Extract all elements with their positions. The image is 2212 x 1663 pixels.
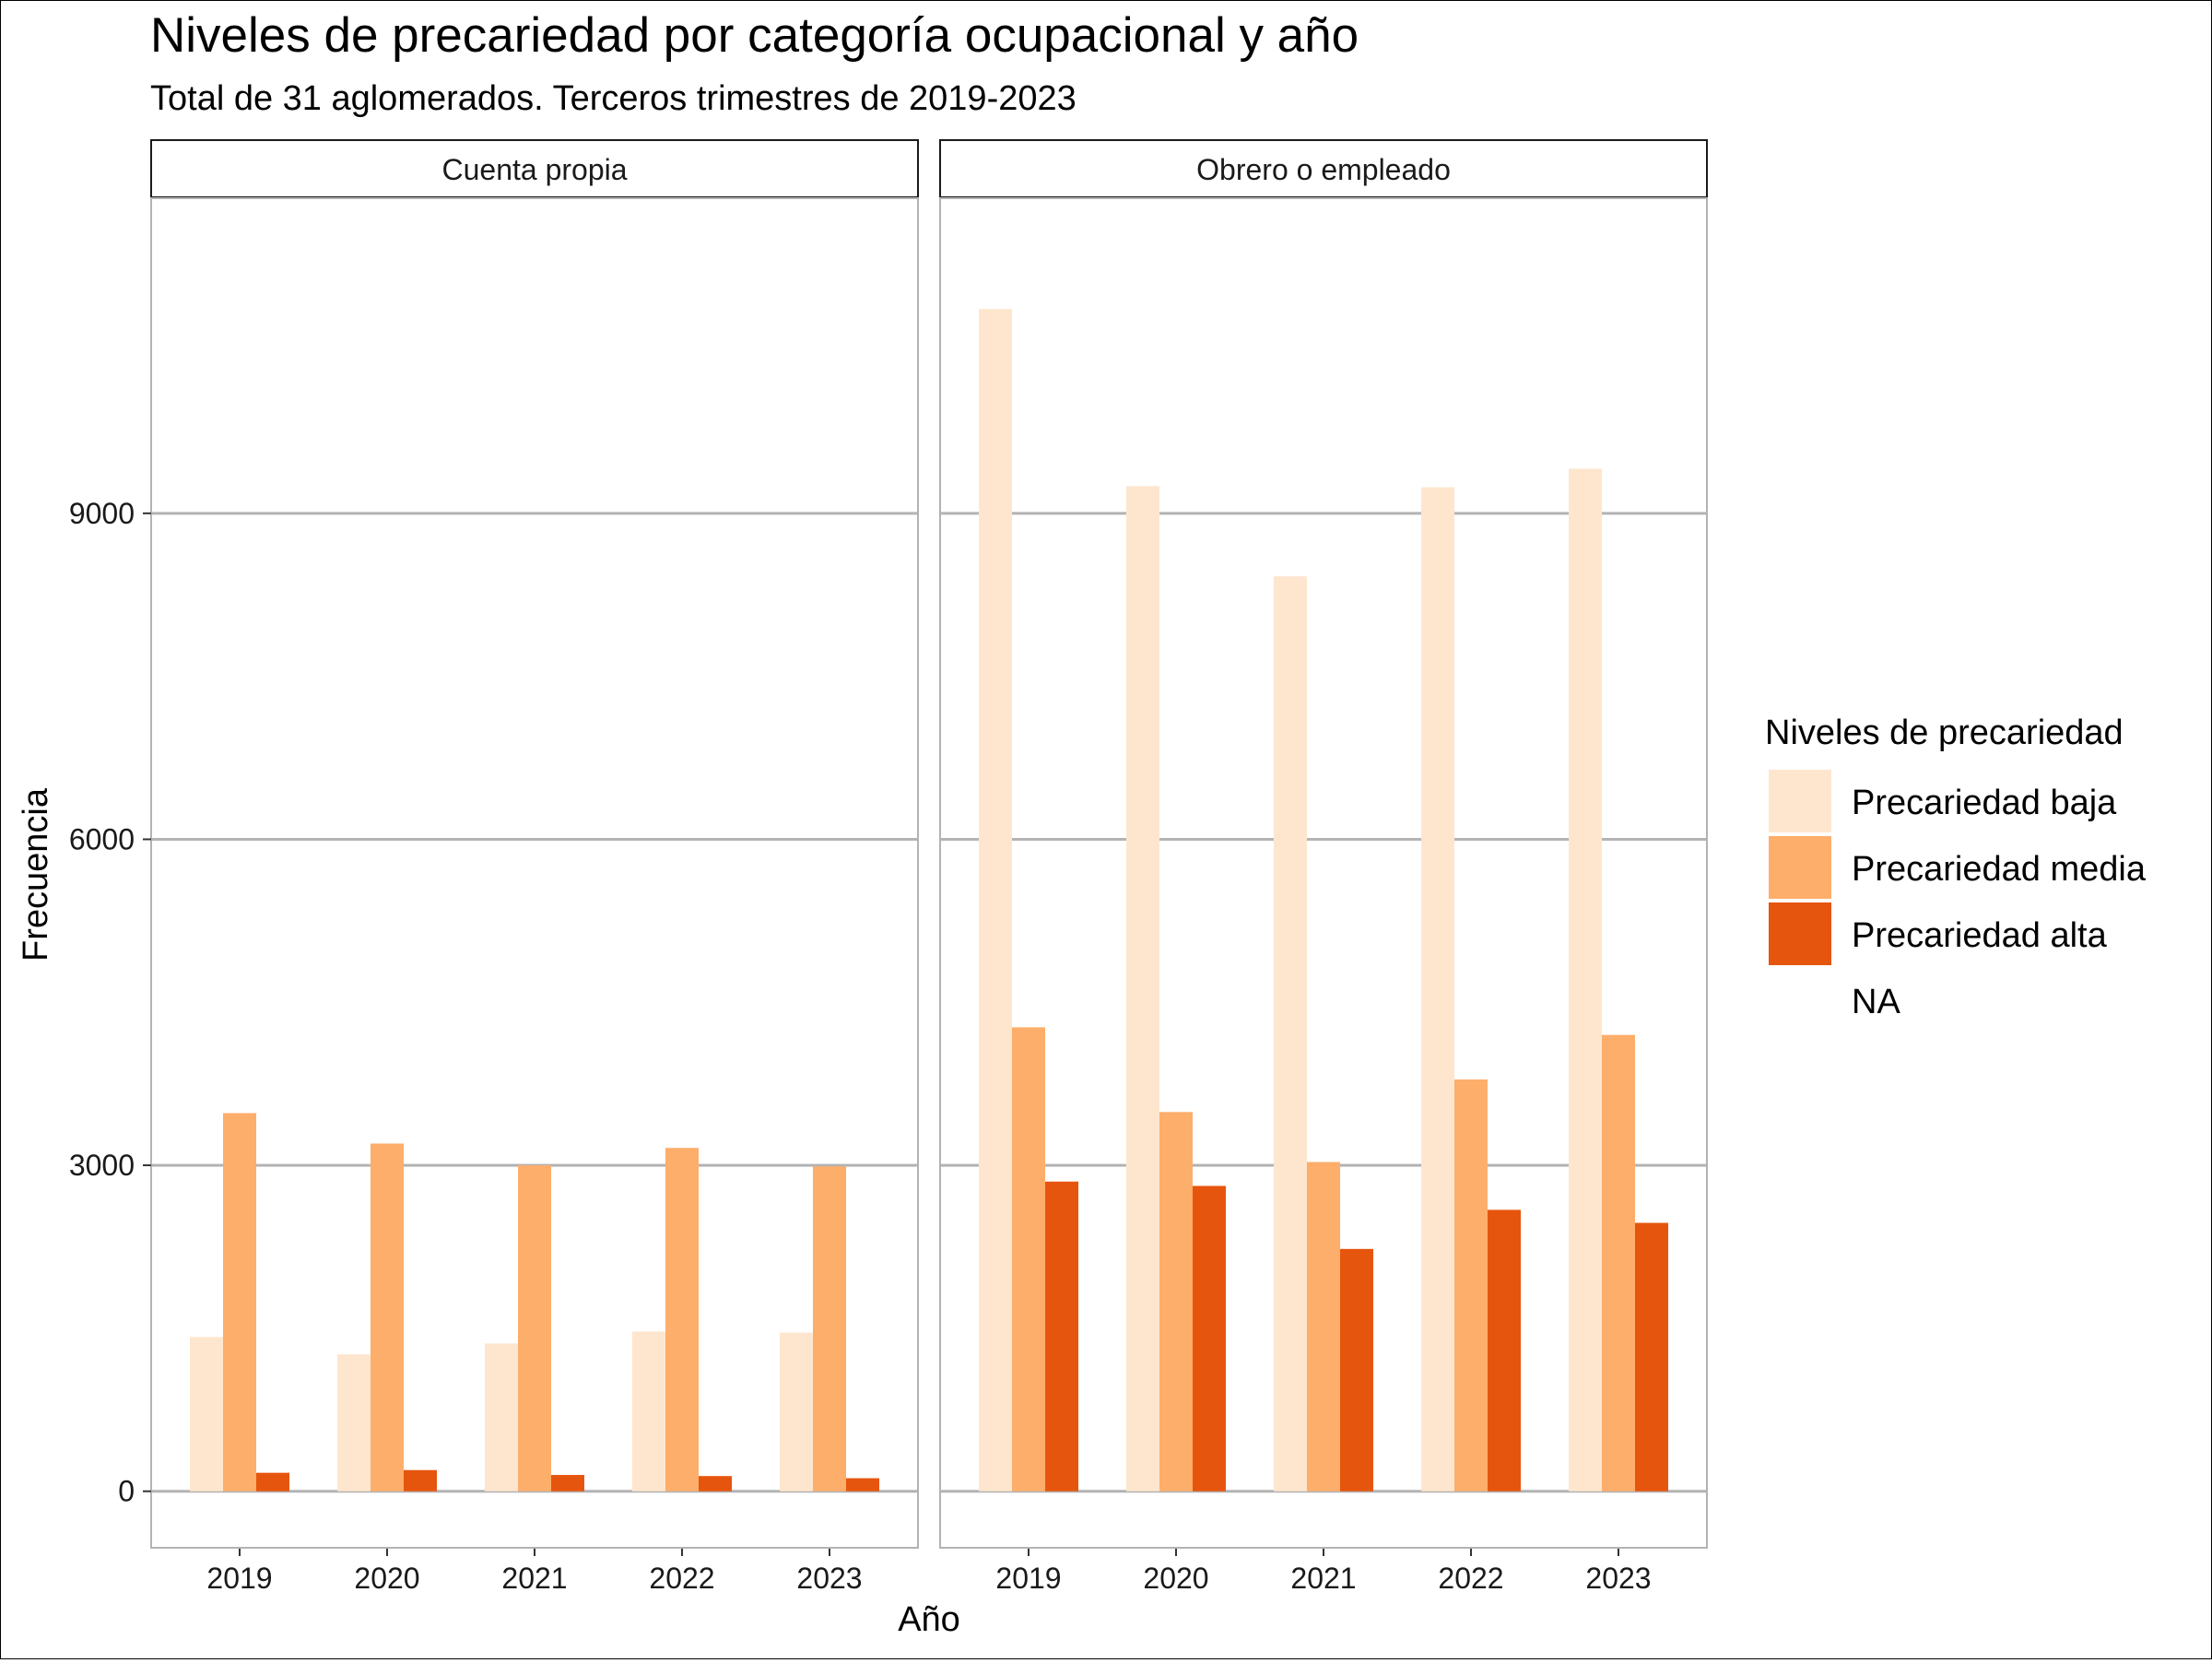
- y-tick-label: 3000: [69, 1149, 135, 1182]
- bar: [1340, 1248, 1373, 1492]
- x-tick-label: 2020: [354, 1562, 419, 1595]
- panel-border: [150, 197, 919, 1549]
- facet-strip-label: Cuenta propia: [441, 153, 627, 186]
- bar: [485, 1343, 518, 1492]
- legend-label: Precariedad alta: [1852, 916, 2108, 955]
- y-axis-title: Frecuencia: [17, 787, 55, 961]
- legend-label: Precariedad baja: [1852, 784, 2117, 822]
- facet-strip-label: Obrero o empleado: [1196, 153, 1451, 186]
- x-tick-label: 2022: [649, 1562, 714, 1595]
- bar: [813, 1166, 846, 1492]
- facet-panel: Obrero o empleado 2019 2020 2021 2022 2023: [939, 139, 1708, 1595]
- bar: [1159, 1112, 1193, 1492]
- legend-item: Precariedad baja: [1769, 770, 2117, 832]
- legend-title: Niveles de precariedad: [1765, 714, 2124, 752]
- y-axis: 0 3000 6000 9000: [69, 497, 151, 1508]
- facet-panel: Cuenta propia 2019 2020 2021 2022 2023: [150, 139, 919, 1595]
- legend-swatch: [1769, 902, 1831, 965]
- y-tick-label: 6000: [69, 822, 135, 855]
- legend-items: Precariedad baja Precariedad media Precari…: [1769, 770, 2147, 1021]
- x-tick-label: 2019: [995, 1562, 1061, 1595]
- legend-label: NA: [1852, 983, 1900, 1021]
- x-tick-label: 2020: [1143, 1562, 1208, 1595]
- bar: [1421, 487, 1454, 1492]
- bar: [1274, 576, 1307, 1492]
- bar: [1602, 1034, 1635, 1492]
- legend-item: Precariedad media: [1769, 836, 2147, 899]
- bar: [665, 1148, 699, 1492]
- bar: [223, 1113, 256, 1492]
- bar: [1012, 1027, 1045, 1492]
- legend: Niveles de precariedad Precariedad bajaP…: [1765, 714, 2147, 1021]
- bar: [1454, 1079, 1488, 1492]
- bar: [1569, 468, 1602, 1492]
- bar: [699, 1476, 732, 1492]
- legend-item: Precariedad alta: [1769, 902, 2108, 965]
- bar: [1193, 1185, 1226, 1492]
- y-tick-label: 9000: [69, 497, 135, 530]
- y-tick-label: 0: [118, 1475, 135, 1508]
- x-tick-label: 2023: [1585, 1562, 1651, 1595]
- legend-swatch: [1769, 836, 1831, 899]
- bar: [551, 1475, 584, 1492]
- bar: [846, 1478, 879, 1492]
- legend-item: NA: [1852, 983, 1900, 1021]
- bar: [190, 1337, 223, 1492]
- bar: [1126, 486, 1159, 1492]
- bar: [518, 1165, 551, 1492]
- x-tick-label: 2023: [796, 1562, 862, 1595]
- bar: [1488, 1209, 1521, 1492]
- bar: [256, 1472, 289, 1492]
- x-tick-label: 2019: [206, 1562, 272, 1595]
- bar: [780, 1332, 813, 1492]
- x-tick-label: 2021: [501, 1562, 567, 1595]
- panel-border: [939, 197, 1708, 1549]
- bar: [979, 309, 1012, 1492]
- bar: [404, 1469, 437, 1492]
- x-tick-label: 2021: [1290, 1562, 1356, 1595]
- bar: [371, 1143, 404, 1492]
- facet-strip: [150, 139, 919, 198]
- chart-title: Niveles de precariedad por categoría ocu…: [150, 8, 1359, 63]
- bar: [337, 1354, 371, 1492]
- bar: [1045, 1181, 1078, 1492]
- bar: [1307, 1162, 1340, 1492]
- chart-subtitle: Total de 31 aglomerados. Terceros trimes…: [150, 79, 1077, 118]
- legend-swatch: [1769, 770, 1831, 832]
- x-axis-title: Año: [898, 1600, 960, 1639]
- x-tick-label: 2022: [1438, 1562, 1503, 1595]
- facet-strip: [939, 139, 1708, 198]
- bar: [1635, 1222, 1668, 1492]
- legend-label: Precariedad media: [1852, 850, 2147, 889]
- bar: [632, 1331, 665, 1492]
